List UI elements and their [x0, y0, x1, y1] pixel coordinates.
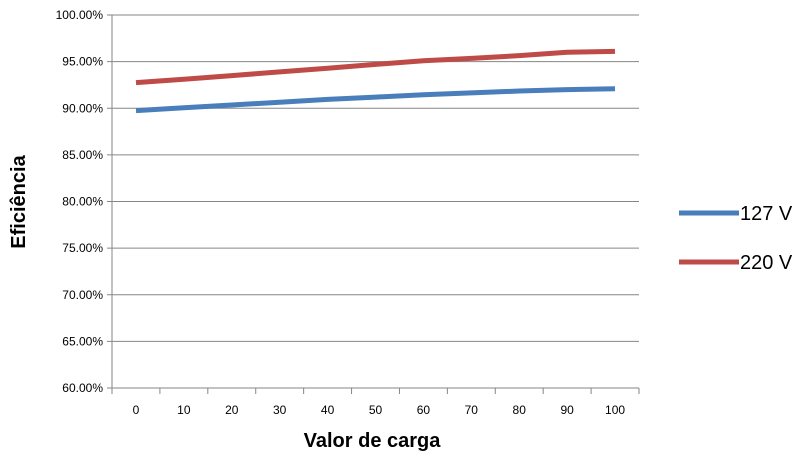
y-tick-label: 85.00% [62, 148, 103, 162]
y-tick-label: 60.00% [62, 381, 103, 395]
series-line-2 [135, 48, 616, 86]
legend: 127 V 220 V [679, 203, 793, 274]
x-tick-label: 10 [177, 403, 191, 417]
x-tick-label: 50 [369, 403, 383, 417]
axes [107, 14, 640, 394]
x-tick-label: 60 [417, 403, 431, 417]
y-tick-label: 80.00% [62, 195, 103, 209]
y-tick-label: 65.00% [62, 334, 103, 348]
legend-label-1: 127 V [740, 203, 793, 225]
x-tick-label: 40 [321, 403, 335, 417]
x-tick-label: 90 [560, 403, 574, 417]
y-tick-label: 100.00% [56, 8, 104, 22]
x-axis-tick-labels: 0 10 20 30 40 50 60 70 80 90 100 [133, 403, 626, 417]
y-axis-tick-labels: 60.00% 65.00% 70.00% 75.00% 80.00% 85.00% 90.0… [56, 8, 104, 395]
series-line-1 [135, 86, 616, 114]
y-tick-label: 70.00% [62, 288, 103, 302]
x-tick-label: 80 [513, 403, 527, 417]
y-tick-label: 90.00% [62, 101, 103, 115]
legend-label-2: 220 V [740, 252, 793, 274]
x-tick-label: 20 [225, 403, 239, 417]
y-tick-label: 75.00% [62, 241, 103, 255]
x-tick-label: 100 [605, 403, 625, 417]
x-tick-label: 0 [133, 403, 140, 417]
x-tick-label: 30 [273, 403, 287, 417]
y-tick-label: 95.00% [62, 55, 103, 69]
data-series [135, 48, 616, 114]
y-axis-title: Eficiência [8, 154, 30, 248]
x-tick-label: 70 [465, 403, 479, 417]
x-axis-title: Valor de carga [304, 430, 442, 452]
